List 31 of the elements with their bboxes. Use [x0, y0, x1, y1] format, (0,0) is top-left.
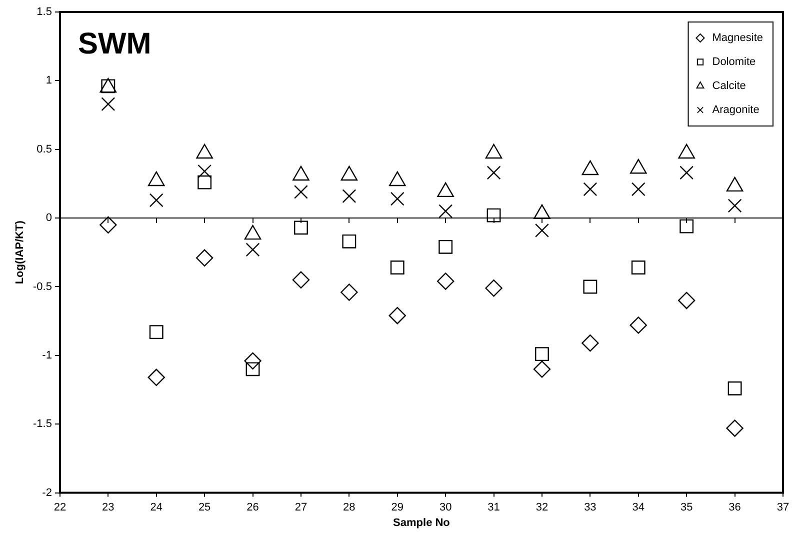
text: SWM — [78, 27, 152, 60]
x-tick-label: 25 — [198, 501, 211, 514]
legend-label: Aragonite — [712, 104, 760, 116]
x-tick-label: 35 — [680, 501, 693, 514]
x-tick-label: 27 — [294, 501, 308, 514]
y-tick-label: 1.5 — [36, 6, 52, 18]
y-tick-label: -0.5 — [32, 280, 52, 293]
x-tick-label: 28 — [343, 501, 356, 514]
legend-label: Dolomite — [712, 56, 756, 68]
x-tick-label: 23 — [102, 501, 114, 514]
y-tick-label: 1 — [46, 74, 52, 87]
x-tick-label: 34 — [632, 501, 645, 514]
y-axis-title: Log(IAP/KT) — [14, 220, 26, 284]
x-axis-title: Sample No — [393, 516, 450, 529]
x-tick-label: 37 — [776, 501, 790, 514]
x-tick-label: 29 — [391, 501, 404, 514]
x-tick-label: 32 — [536, 501, 548, 514]
x-tick-label: 24 — [150, 501, 162, 514]
y-tick-label: -1 — [42, 349, 52, 362]
legend-label: Magnesite — [712, 32, 764, 44]
y-tick-label: 0.5 — [36, 143, 52, 156]
x-tick-label: 33 — [584, 501, 596, 514]
y-tick-label: 0 — [46, 212, 52, 224]
y-tick-label: -1.5 — [32, 418, 52, 430]
x-tick-label: 36 — [728, 501, 741, 514]
y-tick-label: -2 — [42, 486, 52, 499]
x-tick-label: 22 — [54, 501, 66, 514]
x-tick-label: 30 — [439, 501, 452, 514]
legend-label: Calcite — [712, 80, 746, 92]
x-tick-label: 31 — [488, 501, 500, 514]
x-tick-label: 26 — [246, 501, 259, 514]
